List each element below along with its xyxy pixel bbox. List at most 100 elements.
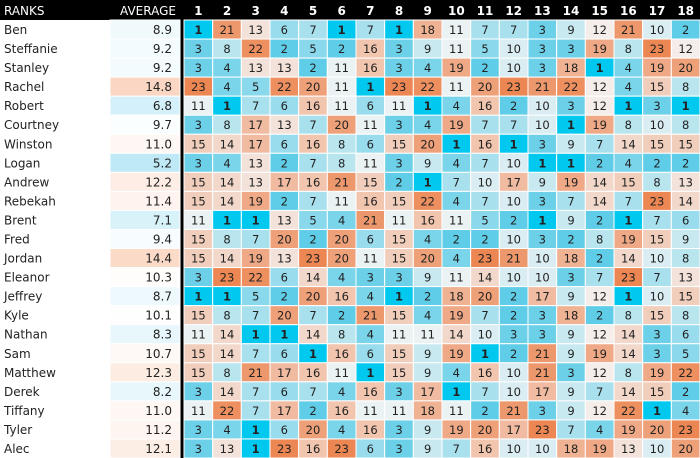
rank-value: 1 [395,23,403,37]
rank-value: 3 [195,118,202,132]
rank-value: 1 [653,404,661,418]
rank-value: 1 [624,213,632,227]
rank-value: 3 [395,61,402,75]
rank-value: 15 [678,137,693,151]
rank-value: 21 [220,23,235,37]
rank-value: 15 [650,385,665,399]
rank-value: 15 [191,309,206,323]
rank-value: 1 [223,99,231,113]
rank-value: 15 [191,252,206,266]
rank-value: 23 [621,271,636,285]
rank-value: 17 [277,175,292,189]
rank-value: 11 [392,328,407,342]
rank-value: 15 [392,252,407,266]
rank-value: 1 [424,99,432,113]
rank-value: 4 [424,233,431,247]
average-value: 9.4 [153,233,172,247]
column-header: 16 [620,4,637,18]
rank-value: 11 [449,213,464,227]
rank-value: 2 [281,156,288,170]
rank-value: 23 [334,442,349,456]
rank-value: 20 [650,423,665,437]
rank-value: 10 [506,366,521,380]
rank-value: 7 [453,442,460,456]
rank-value: 20 [478,80,493,94]
rank-value: 11 [334,99,349,113]
rank-value: 14 [306,328,321,342]
average-value: 9.2 [153,42,172,56]
rank-value: 14 [478,271,493,285]
rank-value: 6 [367,442,374,456]
average-value: 14.8 [145,80,172,94]
rank-value: 4 [223,423,230,437]
rank-value: 3 [367,271,374,285]
rank-value: 11 [392,404,407,418]
rank-value: 19 [592,42,607,56]
average-value: 12.1 [145,442,172,456]
rank-value: 22 [248,271,263,285]
rank-value: 10 [478,328,493,342]
average-value: 12.2 [145,175,172,189]
row-name: Nathan [4,328,48,342]
rank-value: 23 [478,252,493,266]
rank-value: 7 [481,118,488,132]
rank-value: 15 [191,194,206,208]
average-value: 9.2 [153,61,172,75]
rank-value: 4 [453,252,460,266]
rank-value: 18 [564,252,579,266]
rank-value: 3 [510,328,517,342]
rank-value: 3 [195,61,202,75]
rank-value: 4 [453,194,460,208]
rank-value: 20 [420,137,435,151]
average-value: 6.8 [153,99,172,113]
rank-value: 10 [506,442,521,456]
rank-value: 23 [220,271,235,285]
rank-value: 16 [363,423,378,437]
rank-value: 9 [567,385,574,399]
rank-value: 7 [596,385,603,399]
rank-value: 3 [539,23,546,37]
column-header: 2 [223,4,231,18]
rank-value: 2 [481,233,488,247]
rank-value: 3 [195,271,202,285]
rank-value: 8 [682,80,689,94]
rank-value: 11 [191,99,206,113]
rank-value: 9 [567,404,574,418]
rank-value: 13 [678,271,693,285]
rank-value: 15 [392,233,407,247]
rank-value: 21 [535,347,550,361]
rank-value: 14 [592,175,607,189]
rank-value: 9 [567,290,574,304]
rank-value: 13 [248,61,263,75]
rank-value: 9 [567,137,574,151]
rank-value: 15 [191,175,206,189]
average-value: 12.3 [145,366,172,380]
rank-value: 20 [478,290,493,304]
rank-value: 10 [650,118,665,132]
column-separator [180,0,184,458]
header-bar [0,0,700,20]
rank-value: 4 [625,156,632,170]
rank-value: 4 [424,118,431,132]
rank-value: 7 [481,385,488,399]
rank-value: 11 [449,271,464,285]
rank-value: 4 [338,423,345,437]
row-name: Jordan [3,252,42,266]
average-value: 5.2 [153,156,172,170]
rank-value: 13 [277,213,292,227]
rank-value: 1 [424,175,432,189]
rank-value: 5 [309,42,316,56]
rank-value: 15 [392,309,407,323]
rank-value: 19 [248,194,263,208]
rank-value: 7 [653,271,660,285]
rank-value: 10 [650,290,665,304]
rank-value: 10 [535,252,550,266]
rank-value: 4 [453,99,460,113]
rank-value: 23 [392,80,407,94]
rank-value: 14 [621,347,636,361]
rank-value: 21 [535,80,550,94]
rank-value: 10 [535,271,550,285]
average-value: 11.2 [145,423,172,437]
rank-value: 7 [596,137,603,151]
rank-value: 17 [535,385,550,399]
